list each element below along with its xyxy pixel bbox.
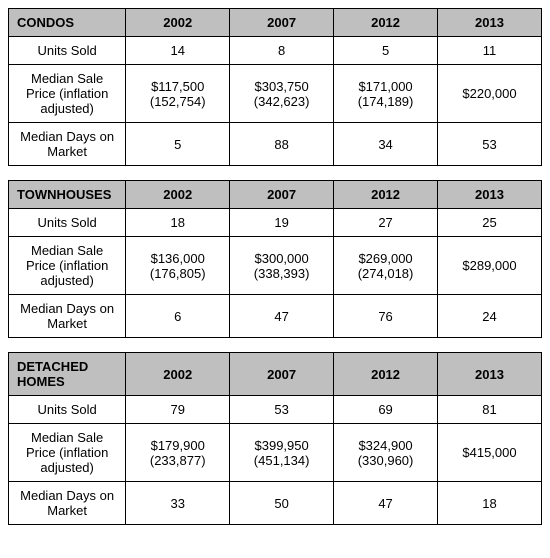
price-primary: $415,000 (462, 445, 516, 460)
cell-units-sold: 27 (334, 209, 438, 237)
price-primary: $136,000 (151, 251, 205, 266)
price-secondary: (274,018) (340, 266, 431, 281)
cell-units-sold: 81 (438, 396, 542, 424)
table-title: CONDOS (9, 9, 126, 37)
row-label-median-days: Median Days on Market (9, 295, 126, 338)
cell-median-price: $136,000(176,805) (126, 237, 230, 295)
price-primary: $171,000 (358, 79, 412, 94)
price-primary: $303,750 (255, 79, 309, 94)
cell-units-sold: 19 (230, 209, 334, 237)
year-header: 2007 (230, 181, 334, 209)
cell-units-sold: 5 (334, 37, 438, 65)
row-label-median-price: Median Sale Price (inflation adjusted) (9, 424, 126, 482)
cell-median-price: $300,000(338,393) (230, 237, 334, 295)
year-header: 2007 (230, 353, 334, 396)
cell-median-days: 50 (230, 482, 334, 525)
cell-median-days: 76 (334, 295, 438, 338)
cell-median-price: $220,000 (438, 65, 542, 123)
year-header: 2002 (126, 181, 230, 209)
cell-median-price: $399,950(451,134) (230, 424, 334, 482)
price-primary: $300,000 (255, 251, 309, 266)
data-table: CONDOS2002200720122013Units Sold148511Me… (8, 8, 542, 166)
cell-median-price: $179,900(233,877) (126, 424, 230, 482)
cell-median-days: 53 (438, 123, 542, 166)
data-table: TOWNHOUSES2002200720122013 Units Sold1819… (8, 180, 542, 338)
price-primary: $117,500 (151, 79, 204, 94)
row-label-units-sold: Units Sold (9, 209, 126, 237)
cell-median-price: $289,000 (438, 237, 542, 295)
price-secondary: (174,189) (340, 94, 431, 109)
cell-median-days: 5 (126, 123, 230, 166)
price-secondary: (152,754) (132, 94, 223, 109)
cell-median-days: 6 (126, 295, 230, 338)
price-primary: $399,950 (255, 438, 309, 453)
row-label-median-days: Median Days on Market (9, 123, 126, 166)
row-label-units-sold: Units Sold (9, 37, 126, 65)
cell-median-days: 18 (438, 482, 542, 525)
year-header: 2007 (230, 9, 334, 37)
year-header: 2013 (438, 9, 542, 37)
year-header: 2012 (334, 9, 438, 37)
cell-units-sold: 79 (126, 396, 230, 424)
row-label-median-days: Median Days on Market (9, 482, 126, 525)
cell-units-sold: 8 (230, 37, 334, 65)
row-label-median-price: Median Sale Price (inflation adjusted) (9, 65, 126, 123)
cell-median-days: 24 (438, 295, 542, 338)
cell-units-sold: 25 (438, 209, 542, 237)
year-header: 2013 (438, 353, 542, 396)
cell-median-days: 88 (230, 123, 334, 166)
table-title: DETACHED HOMES (9, 353, 126, 396)
cell-median-days: 34 (334, 123, 438, 166)
price-primary: $324,900 (358, 438, 412, 453)
cell-units-sold: 69 (334, 396, 438, 424)
price-primary: $220,000 (462, 86, 516, 101)
year-header: 2002 (126, 9, 230, 37)
price-secondary: (176,805) (132, 266, 223, 281)
cell-median-price: $415,000 (438, 424, 542, 482)
year-header: 2012 (334, 353, 438, 396)
cell-median-price: $269,000(274,018) (334, 237, 438, 295)
year-header: 2013 (438, 181, 542, 209)
year-header: 2012 (334, 181, 438, 209)
price-secondary: (338,393) (236, 266, 327, 281)
table-title: TOWNHOUSES (9, 181, 126, 209)
row-label-median-price: Median Sale Price (inflation adjusted) (9, 237, 126, 295)
price-primary: $179,900 (151, 438, 205, 453)
cell-median-days: 47 (230, 295, 334, 338)
price-secondary: (451,134) (236, 453, 327, 468)
cell-median-price: $117,500(152,754) (126, 65, 230, 123)
price-primary: $269,000 (358, 251, 412, 266)
cell-median-price: $171,000(174,189) (334, 65, 438, 123)
row-label-units-sold: Units Sold (9, 396, 126, 424)
price-secondary: (233,877) (132, 453, 223, 468)
cell-median-price: $324,900(330,960) (334, 424, 438, 482)
cell-median-days: 47 (334, 482, 438, 525)
cell-median-days: 33 (126, 482, 230, 525)
cell-units-sold: 53 (230, 396, 334, 424)
cell-units-sold: 18 (126, 209, 230, 237)
price-primary: $289,000 (462, 258, 516, 273)
data-table: DETACHED HOMES2002200720122013 Units Sold… (8, 352, 542, 525)
cell-units-sold: 14 (126, 37, 230, 65)
cell-units-sold: 11 (438, 37, 542, 65)
price-secondary: (330,960) (340, 453, 431, 468)
year-header: 2002 (126, 353, 230, 396)
tables-container: CONDOS2002200720122013Units Sold148511Me… (8, 8, 542, 525)
cell-median-price: $303,750(342,623) (230, 65, 334, 123)
price-secondary: (342,623) (236, 94, 327, 109)
